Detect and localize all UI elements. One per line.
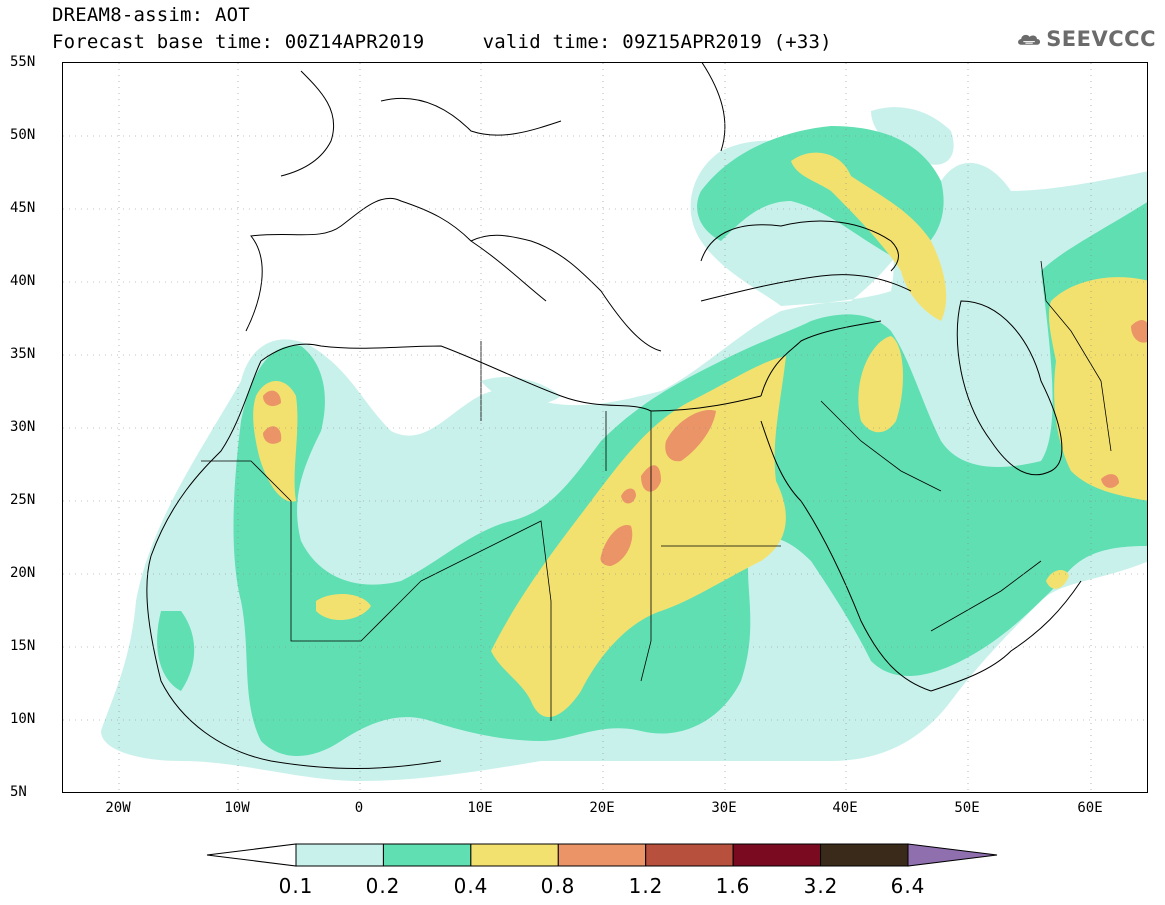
colorbar-box	[820, 843, 909, 867]
lat-label: 30N	[10, 419, 36, 435]
lon-label: 60E	[1077, 800, 1103, 816]
colorbar-boxes	[295, 843, 909, 867]
lat-label: 50N	[10, 127, 36, 143]
colorbar-label: 0.4	[453, 874, 489, 898]
lat-label: 20N	[10, 565, 36, 581]
colorbar-box	[295, 843, 384, 867]
colorbar-box	[732, 843, 822, 867]
lat-label: 45N	[10, 200, 36, 216]
lat-label: 10N	[10, 711, 36, 727]
colorbar-label: 0.1	[278, 874, 314, 898]
colorbar-box	[557, 843, 647, 867]
colorbar-box	[382, 843, 472, 867]
logo-text: SEEVCCC	[1046, 27, 1156, 51]
colorbar-label: 1.2	[628, 874, 664, 898]
colorbar-box	[645, 843, 734, 867]
coastlines	[146, 63, 1082, 769]
colorbar-box	[470, 843, 559, 867]
forecast-times: Forecast base time: 00Z14APR2019 valid t…	[52, 31, 832, 53]
aot-field-0.4	[253, 152, 1147, 718]
seevccc-logo: SEEVCCC	[1016, 22, 1156, 56]
colorbar-label: 3.2	[803, 874, 839, 898]
colorbar	[206, 843, 998, 867]
lon-label: 30E	[711, 800, 737, 816]
lon-label: 10W	[224, 800, 250, 816]
lon-label: 0	[354, 800, 364, 816]
colorbar-label: 1.6	[715, 874, 751, 898]
lat-label: 5N	[10, 784, 27, 800]
map-title: DREAM8-assim: AOT	[52, 4, 250, 26]
colorbar-extend-low	[206, 843, 297, 867]
aot-map	[63, 63, 1147, 792]
colorbar-label: 0.8	[540, 874, 576, 898]
colorbar-label: 6.4	[890, 874, 926, 898]
country-borders	[201, 260, 1112, 721]
lon-label: 50E	[954, 800, 980, 816]
colorbar-label: 0.2	[365, 874, 401, 898]
map-area	[62, 62, 1148, 793]
lon-label: 20E	[589, 800, 615, 816]
lat-label: 25N	[10, 492, 36, 508]
grid-lines	[63, 63, 1147, 792]
lat-label: 15N	[10, 638, 36, 654]
lon-label: 40E	[832, 800, 858, 816]
colorbar-extend-high	[907, 843, 998, 867]
lat-label: 40N	[10, 273, 36, 289]
cloud-logo-icon	[1018, 34, 1041, 45]
lat-label: 35N	[10, 346, 36, 362]
lon-label: 10E	[467, 800, 493, 816]
lat-label: 55N	[10, 54, 36, 70]
lon-label: 20W	[105, 800, 131, 816]
